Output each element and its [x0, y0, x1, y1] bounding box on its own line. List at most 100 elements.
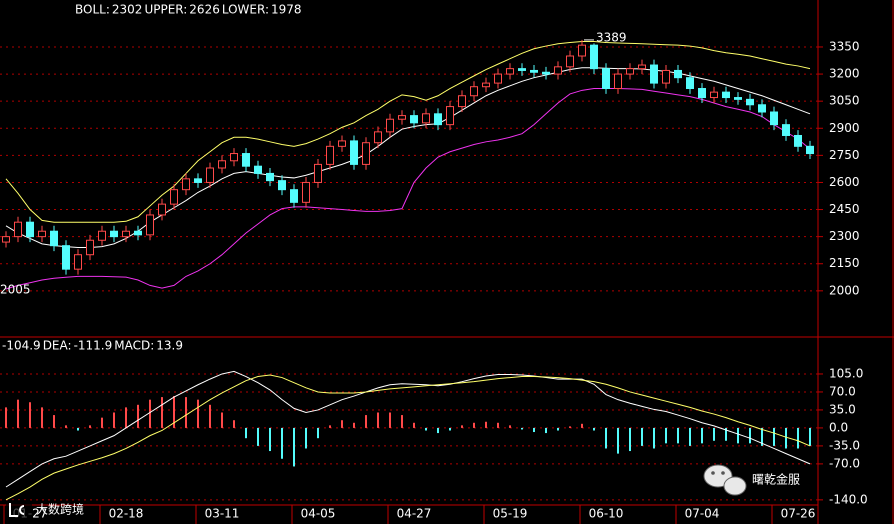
candle-body [110, 230, 118, 238]
candle-body [470, 86, 478, 97]
candle-body [38, 230, 46, 238]
candle-body [566, 55, 574, 68]
candle-body [638, 64, 646, 70]
candle-body [74, 254, 82, 270]
candle-body [14, 221, 22, 238]
wechat-eye [711, 471, 715, 475]
wechat-icon [723, 476, 747, 496]
candle-body [614, 73, 622, 90]
candle-body [782, 124, 790, 136]
candle-body [482, 82, 490, 88]
legend-value: 2626 [189, 3, 220, 17]
series-line [5, 41, 811, 223]
candle-body [422, 113, 430, 124]
candle-body [302, 181, 310, 203]
legend-value: 1978 [271, 3, 302, 17]
x-tick-label: 05-19 [493, 507, 528, 521]
candle-body [590, 44, 598, 70]
x-tick-label: 06-10 [589, 507, 624, 521]
y-tick-label: 2000 [829, 283, 860, 297]
candle-body [734, 97, 742, 100]
candle-body [290, 189, 298, 203]
x-tick-label: 07-26 [781, 507, 816, 521]
y-tick-label: 35.0 [829, 402, 856, 416]
x-tick-label: 02-18 [109, 507, 144, 521]
candle-body [230, 153, 238, 162]
brand-name: 曙乾金服 [752, 472, 800, 487]
y-tick-label: 2900 [829, 121, 860, 135]
candle-body [362, 142, 370, 165]
legend-label: DEA: [43, 339, 72, 353]
candle-body [650, 64, 658, 84]
y-tick-label: 2150 [829, 256, 860, 270]
candle-body [434, 113, 442, 126]
y-tick-label: -35.0 [829, 438, 860, 452]
candle-body [86, 239, 94, 256]
low-label: 2005 [0, 282, 31, 296]
candle-body [770, 111, 778, 126]
candle-body [686, 77, 694, 90]
candle-body [98, 230, 106, 241]
candle-body [710, 91, 718, 99]
x-tick-label: 04-05 [301, 507, 336, 521]
candle-body [326, 145, 334, 165]
candle-body [758, 104, 766, 113]
candle-body [266, 172, 274, 182]
legend-label: LOWER: [222, 3, 269, 17]
candle-body [146, 214, 154, 236]
candle-body [446, 106, 454, 126]
candle-body [806, 145, 814, 155]
y-tick-label: 2450 [829, 202, 860, 216]
x-tick-label: 07-04 [685, 507, 720, 521]
y-tick-label: 3050 [829, 94, 860, 108]
y-tick-label: -140.0 [829, 492, 868, 506]
candle-body [122, 230, 130, 238]
candle-body [794, 134, 802, 147]
series-line [5, 370, 811, 488]
y-tick-label: 2300 [829, 229, 860, 243]
logo-text: 大数跨境 [36, 502, 84, 517]
candle-body [410, 115, 418, 124]
candle-body [62, 245, 70, 270]
candle-body [698, 88, 706, 99]
logo-mark [6, 500, 32, 518]
candle-body [206, 167, 214, 183]
legend-value: -111.9 [74, 339, 113, 353]
y-tick-label: 2750 [829, 148, 860, 162]
candle-body [542, 71, 550, 75]
series-line [5, 88, 811, 290]
candle-body [494, 73, 502, 84]
y-tick-label: 3200 [829, 67, 860, 81]
candle-body [398, 115, 406, 120]
series-line [5, 374, 811, 501]
y-tick-label: 105.0 [829, 366, 863, 380]
candle-body [182, 178, 190, 191]
candle-body [2, 236, 10, 243]
candle-body [722, 91, 730, 99]
candle-body [374, 131, 382, 144]
candle-body [578, 44, 586, 57]
candle-body [242, 153, 250, 167]
candle-body [626, 68, 634, 75]
y-tick-label: 2600 [829, 175, 860, 189]
candle-body [602, 68, 610, 90]
y-tick-label: 70.0 [829, 384, 856, 398]
candle-body [554, 66, 562, 75]
wechat-eye [721, 471, 725, 475]
candle-body [518, 68, 526, 71]
candle-body [350, 140, 358, 165]
candle-body [278, 180, 286, 191]
candle-body [746, 98, 754, 106]
candle-body [134, 230, 142, 236]
candle-body [386, 118, 394, 133]
candle-body [662, 69, 670, 84]
candle-body [254, 165, 262, 174]
peak-label: 3389 [596, 30, 627, 44]
candle-body [674, 69, 682, 79]
candle-body [26, 221, 34, 238]
candle-body [218, 160, 226, 169]
candle-body [194, 178, 202, 183]
